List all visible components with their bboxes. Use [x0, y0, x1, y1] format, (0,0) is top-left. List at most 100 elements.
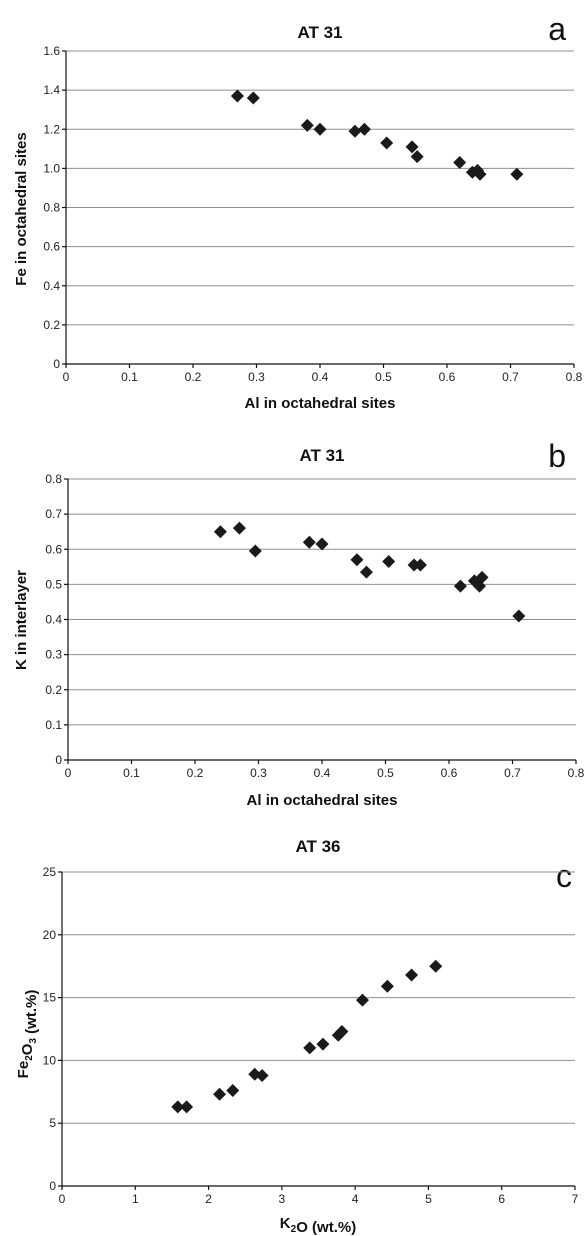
panel-b-xlabel: Al in octahedral sites [247, 792, 398, 809]
data-point [213, 525, 227, 539]
x-tick-label: 0 [63, 370, 70, 384]
x-tick-label: 7 [572, 1192, 579, 1206]
data-point [359, 565, 373, 579]
y-tick-label: 0.4 [45, 613, 62, 627]
y-tick-label: 0.2 [45, 683, 62, 697]
x-tick-label: 0.1 [121, 370, 138, 384]
data-point [213, 1087, 227, 1101]
data-point [232, 521, 246, 535]
data-point [453, 156, 467, 170]
data-point [246, 91, 260, 105]
y-tick-label: 0 [55, 753, 62, 767]
x-tick-label: 0 [65, 766, 72, 780]
x-tick-label: 0 [59, 1192, 66, 1206]
data-point [382, 555, 396, 569]
y-tick-label: 1.2 [43, 122, 60, 136]
y-tick-label: 0 [49, 1179, 56, 1193]
x-tick-label: 0.1 [123, 766, 140, 780]
y-tick-label: 0.2 [43, 318, 60, 332]
y-tick-label: 0.6 [45, 542, 62, 556]
x-tick-label: 0.5 [375, 370, 392, 384]
y-tick-label: 25 [43, 865, 57, 879]
y-tick-label: 0.8 [43, 201, 60, 215]
panel-a-label: a [548, 11, 566, 47]
data-point [475, 570, 489, 584]
y-tick-label: 0.7 [45, 507, 62, 521]
x-tick-label: 3 [279, 1192, 286, 1206]
y-tick-label: 1.4 [43, 83, 60, 97]
y-tick-label: 1.0 [43, 161, 60, 175]
data-point [405, 140, 419, 154]
data-point [226, 1084, 240, 1098]
data-point [230, 89, 244, 103]
data-point [180, 1100, 194, 1114]
x-tick-label: 0.3 [250, 766, 267, 780]
panel-c-title: AT 36 [295, 837, 340, 856]
data-point [512, 609, 526, 623]
y-tick-label: 0.4 [43, 279, 60, 293]
data-point [315, 537, 329, 551]
y-tick-label: 1.6 [43, 44, 60, 58]
x-tick-label: 2 [205, 1192, 212, 1206]
y-tick-label: 15 [43, 991, 57, 1005]
panel-a-title: AT 31 [297, 23, 342, 42]
data-point [303, 1041, 317, 1055]
panel-b-plot: 0 0.1 0.2 0.3 0.4 0.5 0.6 0.7 0.8 0 0.1 0.2 0.3 0.4 0.… [45, 472, 584, 780]
x-tick-label: 6 [498, 1192, 505, 1206]
data-point [300, 118, 314, 132]
data-point [302, 535, 316, 549]
x-tick-label: 0.6 [439, 370, 456, 384]
y-tick-label: 0.1 [45, 718, 62, 732]
panel-a-ylabel: Fe in octahedral sites [13, 132, 30, 285]
data-point [429, 959, 443, 973]
data-point [316, 1037, 330, 1051]
data-point [171, 1100, 185, 1114]
y-tick-label: 0 [53, 357, 60, 371]
data-point [248, 544, 262, 558]
x-tick-label: 0.3 [248, 370, 265, 384]
x-tick-label: 0.8 [566, 370, 583, 384]
data-point [380, 979, 394, 993]
data-point [355, 993, 369, 1007]
panel-a-xlabel: Al in octahedral sites [245, 395, 396, 412]
data-point [335, 1025, 349, 1039]
panel-a-plot: 0 0.2 0.4 0.6 0.8 1.0 1.2 1.4 1.6 0 0.1 0.2 0.3 0.4 0.… [43, 44, 582, 384]
y-tick-label: 20 [43, 928, 57, 942]
data-point [380, 136, 394, 150]
data-point [350, 553, 364, 567]
x-tick-label: 0.6 [441, 766, 458, 780]
x-tick-label: 0.7 [502, 370, 519, 384]
panel-b-label: b [548, 438, 566, 474]
panel-b-ylabel: K in interlayer [13, 570, 30, 670]
data-point [405, 968, 419, 982]
x-tick-label: 1 [132, 1192, 139, 1206]
x-tick-label: 0.5 [377, 766, 394, 780]
y-tick-label: 0.8 [45, 472, 62, 486]
y-tick-label: 0.6 [43, 240, 60, 254]
panel-c-plot: 0 5 10 15 20 25 0 1 2 3 4 5 6 7 [43, 865, 579, 1206]
x-tick-label: 0.2 [187, 766, 204, 780]
x-tick-label: 5 [425, 1192, 432, 1206]
panel-b: AT 31 b Al in octahedral sites K in inte… [13, 438, 585, 809]
data-point [348, 124, 362, 138]
data-point [357, 122, 371, 136]
y-tick-label: 0.3 [45, 648, 62, 662]
data-point [453, 579, 467, 593]
x-tick-label: 0.4 [312, 370, 329, 384]
x-tick-label: 0.8 [568, 766, 585, 780]
y-tick-label: 5 [49, 1116, 56, 1130]
data-point [413, 558, 427, 572]
data-point [410, 150, 424, 164]
data-point [313, 122, 327, 136]
panel-c-xlabel: K2O (wt.%) [280, 1215, 356, 1236]
panel-c: AT 36 c K2O (wt.%) Fe2O3 (wt.%) 05101520… [15, 837, 579, 1236]
data-point [510, 167, 524, 181]
y-tick-label: 0.5 [45, 577, 62, 591]
data-point [473, 167, 487, 181]
panel-a: AT 31 a Al in octahedral sites Fe in oct… [13, 11, 583, 412]
x-tick-label: 0.2 [185, 370, 202, 384]
panel-c-ylabel: Fe2O3 (wt.%) [15, 990, 40, 1079]
x-tick-label: 0.7 [504, 766, 521, 780]
panel-c-label: c [556, 858, 572, 894]
